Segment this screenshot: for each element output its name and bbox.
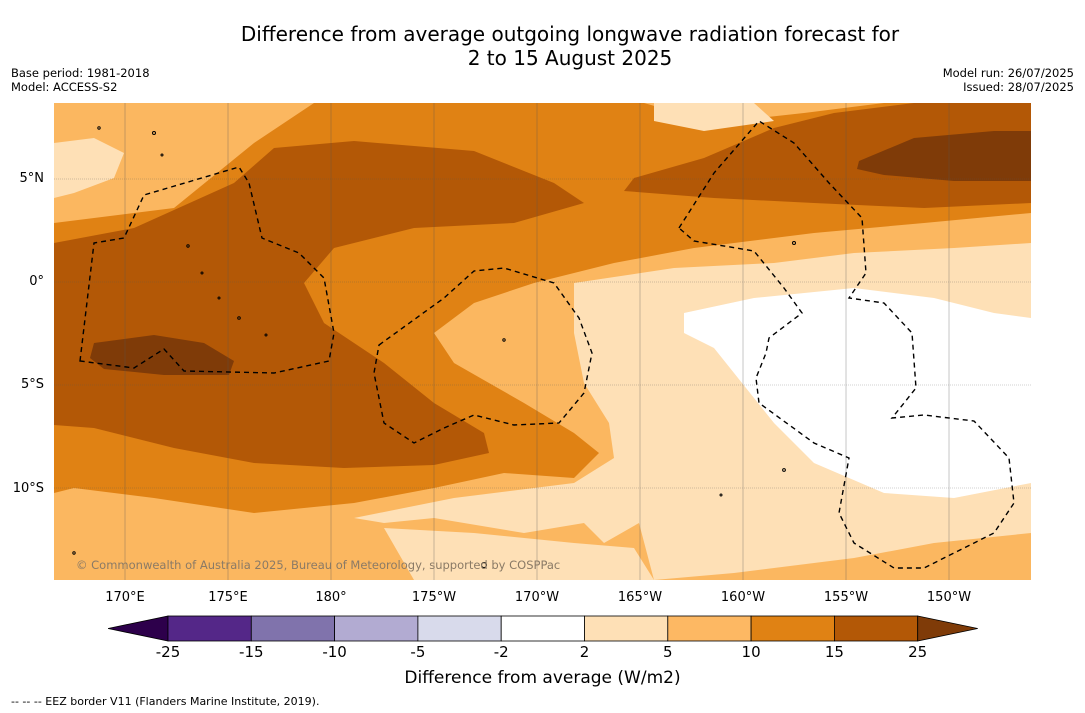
lon-label-160w: 160°W (720, 590, 766, 605)
graticule (54, 103, 1031, 580)
colorbar-tick: 15 (824, 643, 844, 661)
colorbar-cell (334, 615, 419, 642)
meta-right: Model run: 26/07/2025 Issued: 28/07/2025 (943, 66, 1074, 94)
title-line-2: 2 to 15 August 2025 (467, 46, 673, 70)
eez-footnote: -- -- -- EEZ border V11 (Flanders Marine… (11, 695, 320, 708)
colorbar-tick: 25 (908, 643, 928, 661)
lat-label-0: 0° (29, 274, 44, 289)
lon-label-175e: 175°E (208, 590, 248, 605)
colorbar-cell (167, 615, 252, 642)
colorbar-tick: -15 (239, 643, 264, 661)
map-title: Difference from average outgoing longwav… (120, 22, 1020, 70)
lon-label-165w: 165°W (617, 590, 663, 605)
lat-label-5n: 5°N (19, 171, 45, 186)
colorbar-tick: -10 (322, 643, 347, 661)
lon-label-170e: 170°E (105, 590, 145, 605)
band-15-25-east (624, 103, 1031, 208)
colorbar-label: Difference from average (W/m2) (404, 668, 681, 688)
colorbar-tick: -5 (410, 643, 426, 661)
lon-label-170w: 170°W (514, 590, 560, 605)
colorbar-tick: 10 (741, 643, 761, 661)
colorbar-cell (834, 615, 919, 642)
colorbar-cell (584, 615, 669, 642)
map-svg (54, 103, 1031, 580)
colorbar-svg (107, 615, 978, 642)
lat-label-5s: 5°S (20, 377, 44, 392)
model-name: Model: ACCESS-S2 (11, 80, 118, 94)
colorbar-cell (750, 615, 835, 642)
band-neutral (684, 288, 1031, 498)
meta-left: Base period: 1981-2018 Model: ACCESS-S2 (11, 66, 150, 94)
lon-label-175w: 175°W (411, 590, 457, 605)
colorbar (107, 612, 978, 648)
colorbar-cell (417, 615, 502, 642)
model-run: Model run: 26/07/2025 (942, 66, 1074, 80)
band-2-5-south (384, 528, 654, 580)
colorbar-tick: 5 (663, 643, 673, 661)
islands (72, 126, 796, 568)
copyright-notice: © Commonwealth of Australia 2025, Bureau… (76, 558, 561, 572)
colorbar-tick: -25 (155, 643, 181, 661)
band-25-plus-west (90, 335, 234, 375)
band-25-plus-east (857, 131, 1031, 181)
title-line-1: Difference from average outgoing longwav… (240, 22, 900, 46)
colorbar-cell (250, 615, 336, 642)
map-panel: © Commonwealth of Australia 2025, Bureau… (54, 103, 1031, 580)
band-2-5-north (654, 103, 774, 131)
colorbar-cell (667, 615, 752, 642)
issued-date: Issued: 28/07/2025 (963, 80, 1074, 94)
eez-borders (79, 120, 1015, 569)
colorbar-extend-low (107, 615, 169, 642)
lon-label-180: 180° (315, 590, 347, 605)
colorbar-tick: -2 (493, 643, 509, 661)
lon-label-150w: 150°W (926, 590, 972, 605)
base-period: Base period: 1981-2018 (11, 66, 150, 80)
colorbar-cell (500, 615, 585, 642)
lon-label-155w: 155°W (823, 590, 869, 605)
lat-label-10s: 10°S (12, 481, 44, 496)
colorbar-extend-high (917, 615, 978, 642)
band-15-25-west (54, 141, 584, 468)
band-2-5-west (54, 138, 124, 198)
colorbar-tick: 2 (579, 643, 590, 661)
